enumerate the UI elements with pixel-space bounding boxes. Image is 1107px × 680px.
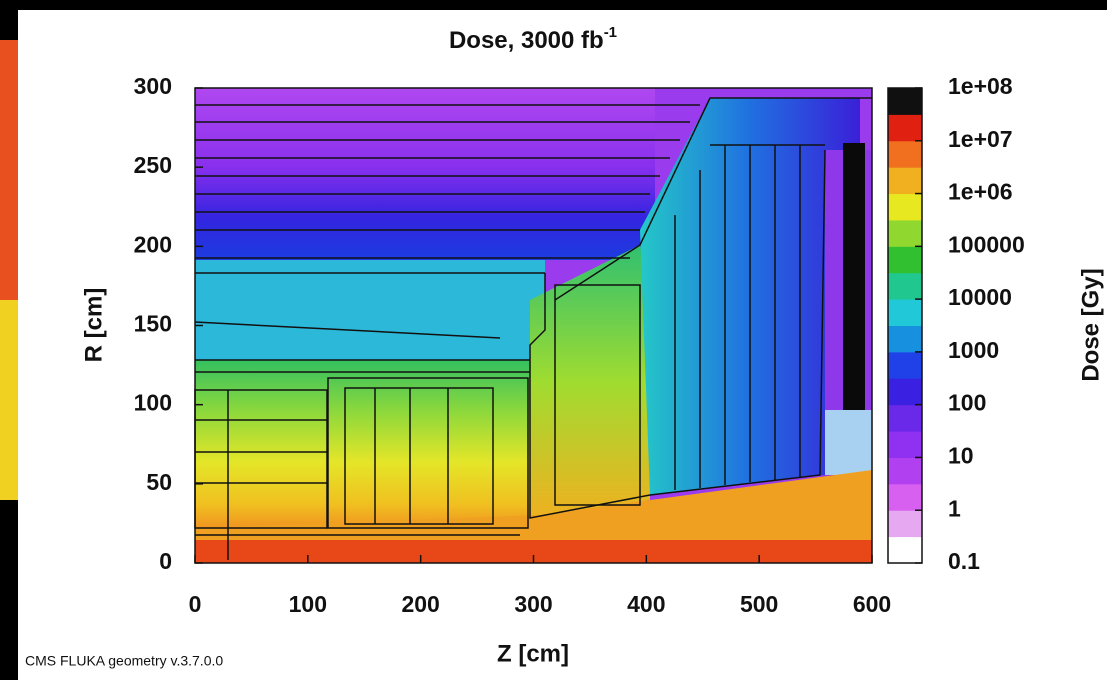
geometry-lines: [194, 87, 873, 564]
y-tick-label: 100: [134, 390, 172, 416]
colorbar-band: [888, 140, 922, 168]
title-superscript: -1: [604, 24, 617, 41]
title-main: Dose, 3000 fb: [449, 27, 604, 54]
x-tick-label: 200: [401, 591, 439, 617]
colorbar-band: [888, 378, 922, 406]
colorbar-band: [888, 299, 922, 326]
colorbar-band: [888, 457, 922, 485]
region: [530, 245, 650, 520]
colorbar-tick-label: 10: [948, 443, 974, 469]
region: [843, 143, 865, 410]
region: [195, 88, 655, 260]
footer: CMS FLUKA geometry v.3.7.0.0: [25, 653, 223, 669]
colorbar-frame: [887, 87, 923, 564]
y-tick-label: 300: [134, 73, 172, 99]
x-tick-label: 400: [627, 591, 665, 617]
colorbar-tick-label: 1: [948, 495, 961, 521]
colorbar-band: [888, 246, 922, 274]
colorbar-band: [888, 351, 922, 379]
colorbar-tick-label: 10000: [948, 284, 1012, 310]
colorbar-tick-label: 1000: [948, 337, 999, 363]
colorbar-tick-label: 100: [948, 390, 986, 416]
y-tick-label: 150: [134, 311, 172, 337]
y-tick-label: 0: [159, 548, 172, 574]
colorbar-band: [888, 325, 922, 353]
colorbar-label: Dose [Gy]: [1077, 268, 1104, 381]
side-image: [0, 300, 18, 500]
y-tick-label: 50: [146, 469, 172, 495]
colorbar-tick-label: 1e+08: [948, 73, 1013, 99]
region: [195, 540, 872, 563]
x-tick-label: 0: [189, 591, 202, 617]
colorbar-band: [888, 483, 922, 511]
colorbar-band: [888, 114, 922, 142]
x-tick-label: 100: [289, 591, 327, 617]
x-tick-label: 300: [514, 591, 552, 617]
region: [195, 260, 545, 360]
colorbar-tick-label: 100000: [948, 231, 1025, 257]
x-tick-label: 500: [740, 591, 778, 617]
x-tick-label: 600: [853, 591, 891, 617]
colorbar-band: [888, 193, 922, 221]
heatmap: [194, 87, 873, 564]
colorbar-band: [888, 510, 922, 538]
region: [825, 410, 872, 475]
region: [195, 360, 535, 530]
y-tick-label: 250: [134, 152, 172, 178]
chart-title: Dose, 3000 fb-1: [449, 24, 617, 54]
colorbar-band: [888, 536, 922, 564]
x-axis-label: Z [cm]: [497, 640, 569, 667]
colorbar-band: [888, 404, 922, 432]
colorbar-band: [888, 88, 922, 115]
y-tick-label: 200: [134, 231, 172, 257]
y-axis-label: R [cm]: [80, 288, 107, 363]
colorbar-band: [888, 272, 922, 300]
colorbar-tick-label: 1e+06: [948, 179, 1013, 205]
colorbar-tick-label: 0.1: [948, 548, 980, 574]
colorbar-band: [888, 167, 922, 195]
colorbar-band: [888, 219, 922, 247]
colorbar-tick-label: 1e+07: [948, 126, 1013, 152]
colorbar-band: [888, 431, 922, 458]
